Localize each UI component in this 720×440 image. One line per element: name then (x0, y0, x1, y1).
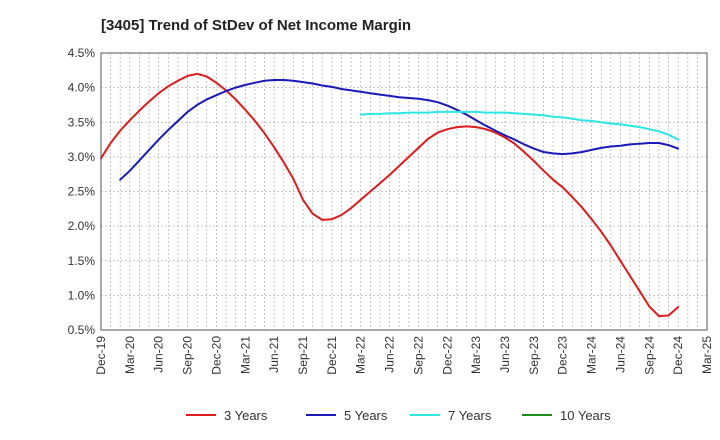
legend-label-3-years: 3 Years (224, 408, 268, 423)
y-tick-label: 4.0% (68, 81, 96, 95)
y-tick-label: 1.5% (68, 254, 96, 268)
x-tick-label: Mar-25 (700, 336, 714, 374)
legend-label-10-years: 10 Years (560, 408, 611, 423)
x-tick-label: Mar-21 (238, 336, 252, 374)
y-tick-label: 3.5% (68, 115, 96, 129)
x-tick-label: Sep-22 (411, 336, 425, 375)
x-tick-label: Dec-20 (209, 336, 223, 375)
x-tick-label: Dec-19 (94, 336, 108, 375)
y-axis-tick-labels: 0.5% 1.0% 1.5% 2.0% 2.5% 3.0% 3.5% 4.0% 4.5% (68, 46, 96, 337)
x-tick-label: Sep-20 (181, 336, 195, 375)
y-tick-label: 4.5% (68, 46, 96, 60)
x-tick-label: Mar-22 (354, 336, 368, 374)
chart-title: [3405] Trend of StDev of Net Income Marg… (101, 17, 411, 34)
x-tick-label: Jun-22 (383, 336, 397, 373)
plot-area (101, 53, 707, 330)
y-tick-label: 0.5% (68, 323, 96, 337)
x-tick-label: Jun-24 (613, 336, 627, 373)
y-tick-label: 3.0% (68, 150, 96, 164)
x-tick-label: Mar-24 (585, 336, 599, 374)
y-tick-label: 1.0% (68, 288, 96, 302)
x-tick-label: Sep-21 (296, 336, 310, 375)
x-tick-label: Dec-21 (325, 336, 339, 375)
x-tick-label: Mar-20 (123, 336, 137, 374)
x-tick-label: Jun-20 (152, 336, 166, 373)
legend-label-7-years: 7 Years (448, 408, 492, 423)
legend: 3 Years 5 Years 7 Years 10 Years (186, 408, 611, 423)
x-tick-label: Sep-24 (642, 336, 656, 375)
x-axis-tick-labels: Dec-19 Mar-20 Jun-20 Sep-20 Dec-20 Mar-21 Jun-… (94, 336, 714, 375)
legend-label-5-years: 5 Years (344, 408, 388, 423)
x-tick-label: Dec-23 (556, 336, 570, 375)
x-tick-label: Dec-22 (440, 336, 454, 375)
y-tick-label: 2.5% (68, 185, 96, 199)
x-tick-label: Sep-23 (527, 336, 541, 375)
series-line-7-years (359, 110, 680, 141)
series-lines (100, 72, 680, 318)
y-tick-label: 2.0% (68, 219, 96, 233)
x-tick-label: Mar-23 (469, 336, 483, 374)
x-tick-label: Dec-24 (671, 336, 685, 375)
plot-border (100, 52, 708, 331)
x-tick-label: Jun-23 (498, 336, 512, 373)
series-line-3-years (100, 72, 680, 318)
series-line-5-years (119, 79, 680, 181)
x-tick-label: Jun-21 (267, 336, 281, 373)
